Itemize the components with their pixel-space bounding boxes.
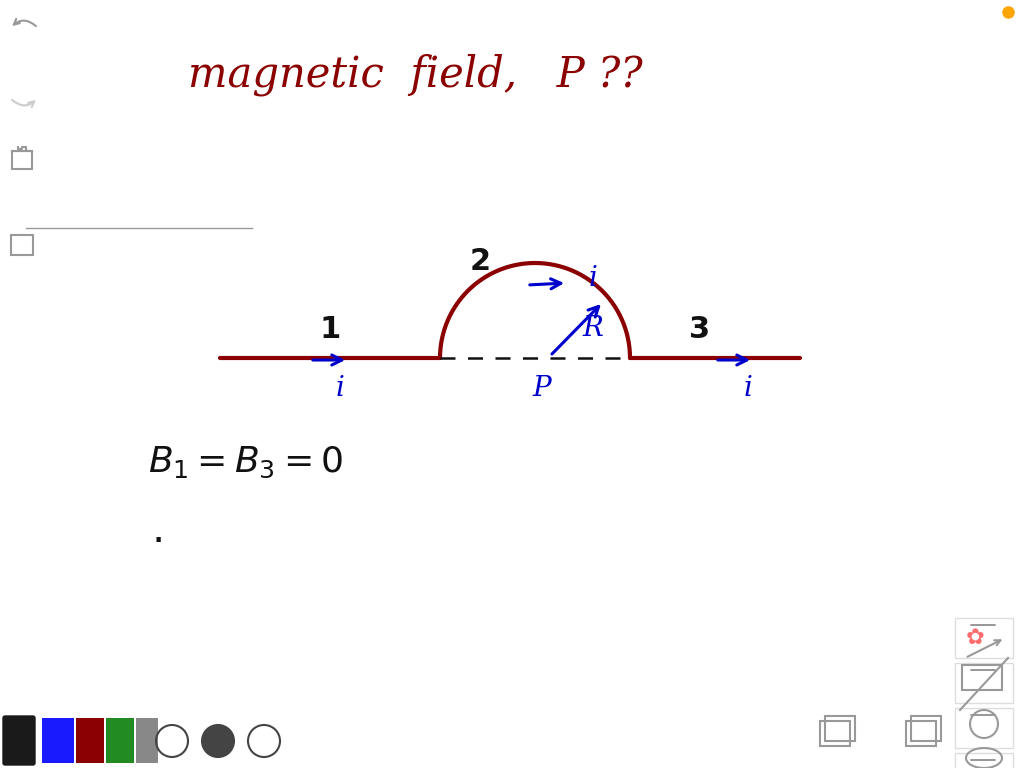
Bar — [42, 718, 74, 763]
Circle shape — [202, 725, 234, 757]
Text: magnetic  field,   P ??: magnetic field, P ?? — [187, 54, 642, 96]
Bar — [906, 721, 936, 746]
Bar — [955, 753, 1013, 768]
Text: P: P — [532, 375, 551, 402]
Bar — [825, 716, 855, 741]
Bar — [955, 708, 1013, 748]
Text: i: i — [743, 375, 753, 402]
Bar — [136, 718, 158, 763]
Bar — [11, 235, 33, 255]
Text: ✿: ✿ — [966, 628, 984, 648]
Bar — [955, 663, 1013, 703]
Text: i: i — [336, 375, 344, 402]
Bar — [962, 665, 1002, 690]
Text: 3: 3 — [689, 316, 711, 345]
Bar — [76, 718, 104, 763]
Bar — [12, 151, 32, 169]
Bar — [820, 721, 850, 746]
Text: R: R — [583, 315, 603, 342]
Bar — [911, 716, 941, 741]
Text: i: i — [589, 264, 597, 292]
Text: 1: 1 — [319, 316, 341, 345]
Text: .: . — [152, 509, 165, 551]
FancyBboxPatch shape — [3, 716, 35, 765]
Text: 2: 2 — [469, 247, 490, 276]
Bar — [106, 718, 134, 763]
Text: $\mathit{B}_1 = \mathit{B}_3 = 0$: $\mathit{B}_1 = \mathit{B}_3 = 0$ — [148, 445, 343, 480]
Bar — [955, 618, 1013, 658]
